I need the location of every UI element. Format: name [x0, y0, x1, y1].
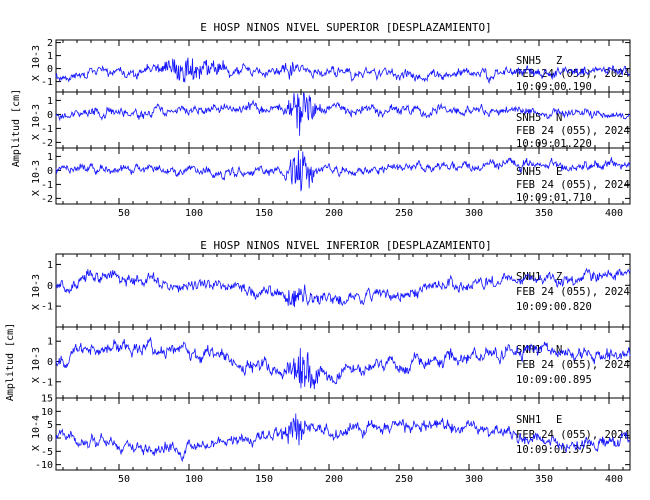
lower-z-date: FEB 24 (055), 2024: [516, 286, 630, 298]
upper-n-time: 10:09:01.220: [516, 138, 592, 150]
upper-x-tick-label: 200: [325, 208, 343, 219]
upper-n-date: FEB 24 (055), 2024: [516, 125, 630, 137]
y-tick-label: 0: [47, 357, 53, 368]
upper-e-component: E: [556, 166, 562, 178]
lower-n-component: N: [556, 344, 562, 356]
upper-e-annotation: SNH5 E FEB 24 (055), 2024 10:09:01.710: [516, 166, 630, 204]
lower-e-component: E: [556, 414, 562, 426]
y-tick-label: -1: [41, 124, 53, 135]
upper-z-station: SNH5: [516, 55, 541, 67]
lower-e-date: FEB 24 (055), 2024: [516, 429, 630, 441]
lower-group: E HOSP NINOS NIVEL INFERIOR [DESPLAZAMIE…: [5, 239, 630, 485]
lower-z-time: 10:09:00.820: [516, 301, 592, 313]
upper-e-date: FEB 24 (055), 2024: [516, 179, 630, 191]
lower-n-date: FEB 24 (055), 2024: [516, 359, 630, 371]
upper-ylabel: Amplitud [cm]: [11, 89, 22, 167]
y-tick-label: 0: [47, 110, 53, 121]
upper-z-trace: [55, 57, 631, 85]
lower-x-tick-label: 150: [255, 474, 273, 485]
lower-x-tick-label: 200: [325, 474, 343, 485]
upper-x-tick-label: 50: [118, 208, 130, 219]
upper-n-scale-label: X 10-3: [31, 104, 42, 140]
lower-x-tick-label: 250: [395, 474, 413, 485]
lower-e-scale-label: X 10-4: [31, 415, 42, 451]
y-tick-label: 1: [47, 152, 53, 163]
upper-e-panel: -2 -1 0 1: [41, 147, 631, 205]
y-tick-label: -10: [35, 460, 53, 471]
y-tick-label: 1: [47, 337, 53, 348]
y-tick-label: 2: [47, 38, 53, 49]
y-tick-label: -2: [41, 138, 53, 149]
lower-n-trace: [55, 337, 631, 390]
lower-x-tick-label: 300: [465, 474, 483, 485]
lower-title: E HOSP NINOS NIVEL INFERIOR [DESPLAZAMIE…: [200, 239, 491, 252]
upper-n-annotation: SNH5 N FEB 24 (055), 2024 10:09:01.220: [516, 112, 630, 150]
lower-x-tick-labels: 50 100 150 200 250 300 350 400: [118, 474, 623, 485]
upper-e-trace: [55, 150, 631, 192]
upper-e-scale-label: X 10-3: [31, 160, 42, 196]
y-tick-label: -1: [41, 77, 53, 88]
lower-e-panel: -10 -5 0 5 10 15: [35, 394, 631, 471]
lower-z-component: Z: [556, 271, 562, 283]
lower-e-trace: [55, 413, 631, 463]
upper-x-tick-labels: 50 100 150 200 250 300 350 400: [118, 208, 623, 219]
lower-ylabel: Amplitud [cm]: [5, 323, 16, 401]
y-tick-label: -1: [41, 302, 53, 313]
lower-x-tick-label: 50: [118, 474, 130, 485]
lower-n-annotation: SNH1 N FEB 24 (055), 2024 10:09:00.895: [516, 344, 630, 386]
upper-n-trace: [55, 92, 631, 136]
lower-z-scale-label: X 10-3: [31, 274, 42, 310]
upper-e-station: SNH5: [516, 166, 541, 178]
y-tick-label: 1: [47, 51, 53, 62]
y-tick-label: 1: [47, 260, 53, 271]
upper-x-tick-label: 400: [605, 208, 623, 219]
lower-x-tick-label: 100: [185, 474, 203, 485]
y-tick-label: 5: [47, 420, 53, 431]
lower-n-time: 10:09:00.895: [516, 374, 592, 386]
y-tick-label: 10: [41, 407, 53, 418]
upper-n-station: SNH5: [516, 112, 541, 124]
y-tick-label: 0: [47, 281, 53, 292]
upper-z-time: 10:09:00.190: [516, 81, 592, 93]
upper-x-tick-label: 250: [395, 208, 413, 219]
lower-e-time: 10:09:01.375: [516, 444, 592, 456]
y-tick-label: -1: [41, 377, 53, 388]
upper-group: E HOSP NINOS NIVEL SUPERIOR [DESPLAZAMIE…: [11, 21, 630, 219]
y-tick-label: 15: [41, 394, 53, 405]
upper-x-tick-label: 100: [185, 208, 203, 219]
y-tick-label: 0: [47, 434, 53, 445]
lower-z-trace: [55, 267, 631, 308]
lower-z-annotation: SNH1 Z FEB 24 (055), 2024 10:09:00.820: [516, 271, 630, 313]
upper-z-scale-label: X 10-3: [31, 45, 42, 81]
upper-e-time: 10:09:01.710: [516, 192, 592, 204]
lower-x-tick-label: 350: [535, 474, 553, 485]
lower-e-annotation: SNH1 E FEB 24 (055), 2024 10:09:01.375: [516, 414, 630, 456]
upper-z-component: Z: [556, 55, 562, 67]
lower-x-tick-label: 400: [605, 474, 623, 485]
y-tick-label: -2: [41, 194, 53, 205]
upper-n-component: N: [556, 112, 562, 124]
y-tick-label: -5: [41, 447, 53, 458]
y-tick-label: 1: [47, 96, 53, 107]
lower-e-station: SNH1: [516, 414, 541, 426]
upper-title: E HOSP NINOS NIVEL SUPERIOR [DESPLAZAMIE…: [200, 21, 491, 34]
upper-x-tick-label: 300: [465, 208, 483, 219]
y-tick-label: -1: [41, 180, 53, 191]
y-tick-label: 0: [47, 166, 53, 177]
upper-x-tick-label: 150: [255, 208, 273, 219]
upper-x-tick-label: 350: [535, 208, 553, 219]
lower-n-scale-label: X 10-3: [31, 347, 42, 383]
y-tick-label: 0: [47, 64, 53, 75]
